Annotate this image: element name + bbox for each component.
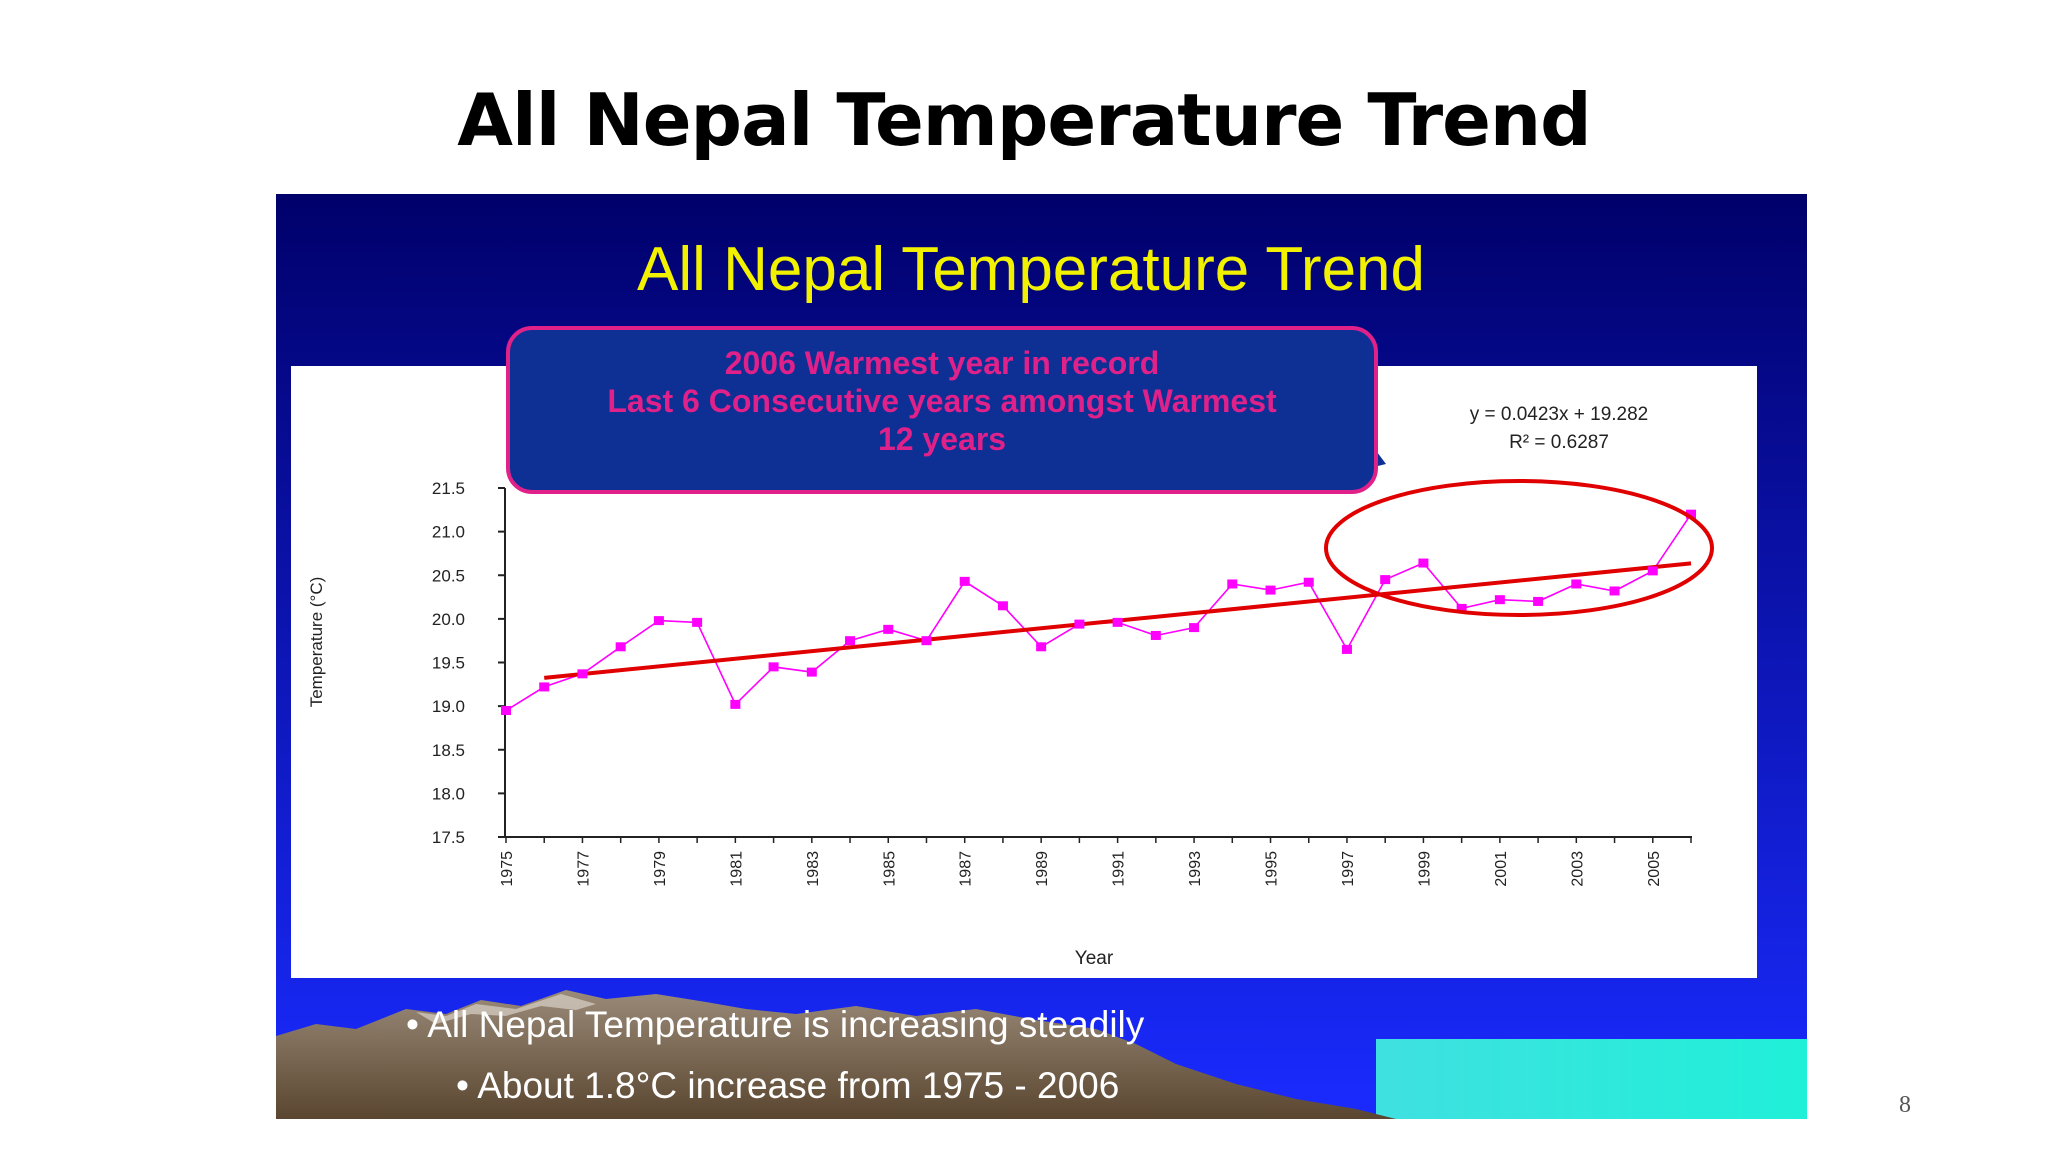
x-tick-label: 1991 [1111, 851, 1128, 887]
x-tick-label: 1985 [881, 851, 898, 887]
data-point [1686, 509, 1696, 519]
sea-strip [1376, 1039, 1807, 1119]
data-point [1303, 577, 1314, 587]
callout-line-1: 2006 Warmest year in record [725, 345, 1160, 381]
data-point [653, 616, 664, 626]
data-point [1380, 575, 1391, 585]
data-point [768, 662, 779, 672]
data-point [959, 576, 970, 586]
data-point [1265, 585, 1276, 595]
data-point [1341, 644, 1352, 654]
y-tick-label: 21.5 [432, 479, 465, 498]
y-tick-label: 18.0 [432, 784, 465, 803]
data-point [1456, 603, 1467, 613]
x-tick-label: 2001 [1493, 851, 1510, 887]
x-tick-label: 1997 [1340, 851, 1357, 887]
trend-r-squared: R² = 0.6287 [1509, 432, 1609, 453]
data-point [1418, 558, 1429, 568]
x-tick-label: 1989 [1034, 851, 1051, 887]
data-point [692, 617, 703, 627]
data-point [921, 636, 932, 646]
x-tick-label: 1977 [575, 851, 592, 887]
mountains [276, 990, 1396, 1119]
x-tick-label: 1983 [805, 851, 822, 887]
x-tick-label: 2005 [1646, 851, 1663, 887]
data-point [1150, 630, 1161, 640]
data-point [997, 601, 1008, 611]
data-point [1112, 617, 1123, 627]
y-tick-label: 18.5 [432, 741, 465, 760]
highlight-circle [1324, 479, 1714, 617]
y-tick-label: 19.0 [432, 697, 465, 716]
callout-line-3: 12 years [878, 421, 1006, 457]
x-tick-label: 1975 [499, 851, 516, 887]
data-point [1533, 596, 1544, 606]
callout-box [506, 326, 1378, 494]
data-point [730, 699, 741, 709]
data-point [1189, 623, 1200, 633]
figure-svg: All Nepal Temperature Trend 2006 Warmest… [276, 194, 1807, 1119]
y-tick-label: 17.5 [432, 828, 465, 847]
x-axis-label: Year [1075, 948, 1114, 969]
y-tick-label: 20.5 [432, 566, 465, 585]
data-point [577, 669, 588, 679]
data-point [539, 682, 550, 692]
data-point [615, 642, 626, 652]
y-axis-label: Temperature (°C) [307, 577, 326, 708]
x-tick-label: 1987 [958, 851, 975, 887]
mountain-snow [416, 994, 596, 1024]
data-point [806, 667, 817, 677]
data-point [883, 624, 894, 634]
data-point [1609, 586, 1620, 596]
slide-title: All Nepal Temperature Trend [457, 78, 1591, 162]
x-tick-label: 2003 [1569, 851, 1586, 887]
y-tick-label: 21.0 [432, 523, 465, 542]
data-point [1036, 642, 1047, 652]
x-tick-label: 1981 [728, 851, 745, 887]
data-point [1571, 579, 1582, 589]
x-tick-label: 1999 [1416, 851, 1433, 887]
temperature-figure: All Nepal Temperature Trend 2006 Warmest… [276, 194, 1807, 1119]
x-tick-label: 1979 [652, 851, 669, 887]
x-tick-label: 1995 [1264, 851, 1281, 887]
data-point [1074, 619, 1085, 629]
x-tick-label: 1993 [1187, 851, 1204, 887]
data-point [1647, 566, 1658, 576]
bullet-2: • About 1.8°C increase from 1975 - 2006 [456, 1065, 1119, 1106]
chart-series [501, 509, 1696, 715]
trend-equation: y = 0.0423x + 19.282 [1470, 404, 1649, 425]
data-point [1227, 579, 1238, 589]
y-tick-label: 20.0 [432, 610, 465, 629]
bullet-1: • All Nepal Temperature is increasing st… [406, 1004, 1145, 1045]
callout-line-2: Last 6 Consecutive years amongst Warmest [607, 383, 1277, 419]
data-point [1494, 595, 1505, 605]
bullet-2-text: About 1.8°C increase from 1975 - 2006 [477, 1065, 1119, 1106]
data-point [845, 636, 856, 646]
bullet-1-text: All Nepal Temperature is increasing stea… [427, 1004, 1145, 1045]
inner-heading: All Nepal Temperature Trend [637, 235, 1425, 304]
y-tick-label: 19.5 [432, 654, 465, 673]
data-point [501, 705, 511, 715]
page-number: 8 [1899, 1092, 1911, 1118]
